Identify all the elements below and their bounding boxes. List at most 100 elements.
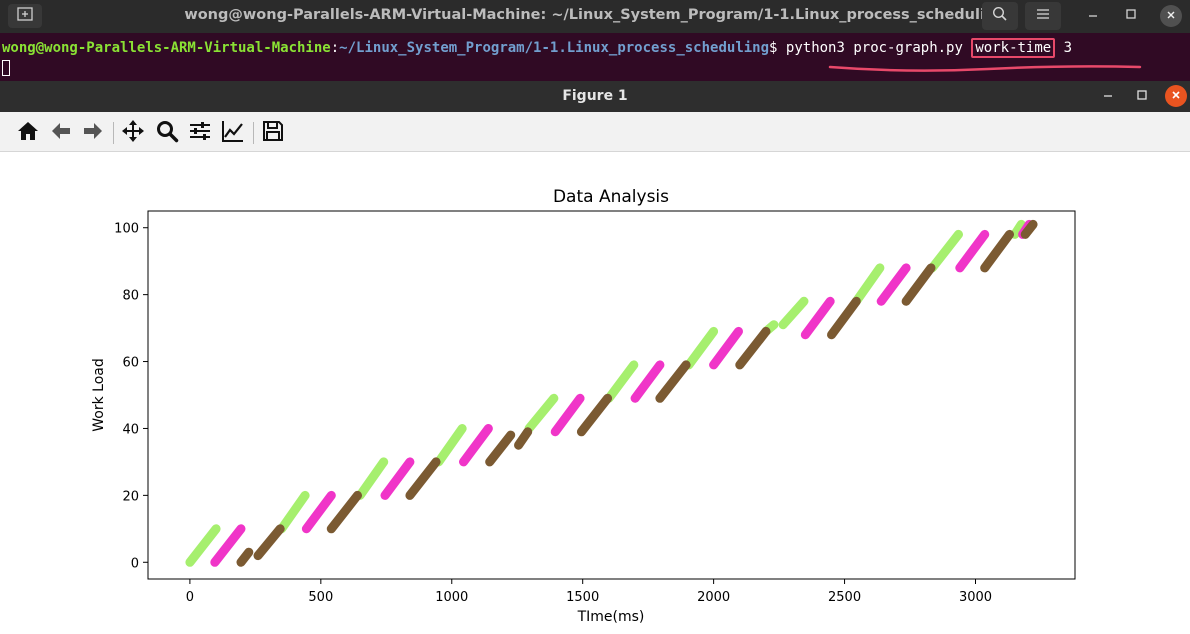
hamburger-icon	[1036, 8, 1050, 24]
figure-maximize-button[interactable]	[1131, 85, 1153, 107]
series-2-segment	[955, 229, 990, 273]
chart: Data Analysis 0 500 1000 1500 2000 2500 3000 0…	[91, 187, 1076, 625]
terminal-titlebar: wong@wong-Parallels-ARM-Virtual-Machine:…	[0, 0, 1190, 33]
configure-subplots-button[interactable]	[187, 120, 213, 146]
series-1-segment	[355, 457, 389, 500]
series-2-segment	[459, 424, 493, 467]
series-3-segment	[326, 490, 362, 534]
new-tab-button[interactable]	[8, 4, 42, 28]
series-2-segment	[876, 263, 911, 306]
figure-titlebar: Figure 1	[0, 81, 1190, 112]
prompt-user: wong@wong-Parallels-ARM-Virtual-Machine	[2, 40, 331, 56]
series-1-segment	[434, 424, 467, 467]
home-icon	[16, 119, 40, 147]
forward-button[interactable]	[80, 120, 106, 146]
configure-subplots-icon	[188, 119, 212, 147]
figure-minimize-button[interactable]	[1097, 85, 1119, 107]
y-tick-label: 40	[122, 422, 139, 437]
series-2-segment	[210, 524, 246, 567]
pan-icon	[121, 119, 145, 147]
series-3-segment	[1020, 219, 1038, 239]
edit-axis-icon	[221, 119, 245, 147]
series-2-segment	[630, 360, 665, 403]
close-icon	[1166, 9, 1176, 23]
x-axis-label: TIme(ms)	[577, 609, 645, 625]
highlighted-argument: work-time	[971, 38, 1056, 58]
command-line: wong@wong-Parallels-ARM-Virtual-Machine:…	[2, 38, 1073, 58]
series-3-segment	[253, 524, 285, 561]
back-button[interactable]	[48, 120, 74, 146]
series-2-segment	[800, 296, 835, 340]
series-1-segment	[851, 263, 885, 306]
terminal-body[interactable]: wong@wong-Parallels-ARM-Virtual-Machine:…	[0, 33, 1190, 81]
back-icon	[49, 119, 73, 147]
series-1-segment	[604, 360, 639, 403]
terminal-maximize-button[interactable]	[1113, 2, 1149, 30]
toolbar-separator	[253, 122, 254, 144]
minimize-icon	[1087, 8, 1099, 24]
series-3-segment	[236, 547, 254, 567]
edit-axis-button[interactable]	[220, 120, 246, 146]
figure-canvas[interactable]: Data Analysis 0 500 1000 1500 2000 2500 3000 0…	[0, 152, 1190, 630]
y-tick-label: 20	[122, 489, 139, 504]
forward-icon	[81, 119, 105, 147]
zoom-button[interactable]	[154, 120, 180, 146]
series-1-segment	[277, 490, 310, 534]
maximize-icon	[1125, 8, 1137, 24]
annotation-underline	[828, 65, 1142, 72]
command-text: python3 proc-graph.py	[785, 40, 963, 56]
plot-area	[185, 219, 1038, 567]
pan-button[interactable]	[120, 120, 146, 146]
x-tick-label: 2000	[697, 590, 730, 605]
series-3-segment	[485, 430, 516, 467]
save-button[interactable]	[260, 120, 286, 146]
x-tick-label: 1500	[566, 590, 599, 605]
y-tick-label: 80	[122, 289, 139, 304]
figure-toolbar	[0, 112, 1190, 152]
series-1-segment	[927, 229, 963, 273]
series-3-segment	[827, 296, 861, 340]
minimize-icon	[1102, 89, 1114, 104]
terminal-minimize-button[interactable]	[1075, 2, 1111, 30]
prompt-symbol: $	[769, 40, 786, 56]
series-3-segment	[735, 326, 771, 370]
series-3-segment	[655, 360, 691, 403]
terminal-window-title: wong@wong-Parallels-ARM-Virtual-Machine:…	[184, 7, 1006, 23]
save-icon	[261, 119, 285, 147]
x-tick-label: 500	[308, 590, 333, 605]
series-1-segment	[684, 326, 719, 370]
series-3-segment	[405, 457, 441, 500]
maximize-icon	[1136, 89, 1148, 104]
close-icon	[1171, 89, 1181, 103]
y-tick-label: 100	[114, 222, 139, 237]
axes-frame	[147, 210, 1076, 580]
prompt-path: ~/Linux_System_Program/1-1.Linux_process…	[339, 40, 770, 56]
series-1-segment	[524, 393, 559, 433]
x-tick-label: 2500	[828, 590, 861, 605]
x-tick-label: 0	[186, 590, 194, 605]
hamburger-menu-button[interactable]	[1025, 2, 1061, 30]
series-2-segment	[301, 490, 336, 534]
new-tab-icon	[17, 7, 33, 25]
y-axis: 0 20 40 60 80 100	[114, 222, 148, 571]
argument-count: 3	[1063, 40, 1073, 56]
series-3-segment	[576, 393, 613, 437]
prompt-separator: :	[330, 40, 340, 56]
series-3-segment	[901, 263, 936, 306]
figure-close-button[interactable]	[1165, 85, 1187, 107]
series-3-segment	[980, 229, 1014, 273]
figure-window-title: Figure 1	[562, 88, 628, 104]
series-2-segment	[380, 457, 415, 500]
terminal-close-button[interactable]	[1160, 5, 1182, 27]
y-tick-label: 0	[131, 556, 139, 571]
home-button[interactable]	[15, 120, 41, 146]
search-button[interactable]	[982, 2, 1018, 30]
zoom-icon	[155, 119, 179, 147]
y-axis-label: Work Load	[91, 358, 107, 432]
series-1-segment	[185, 524, 221, 567]
series-2-segment	[550, 393, 585, 437]
x-axis: 0 500 1000 1500 2000 2500 3000	[186, 579, 992, 605]
series-1-segment	[1010, 219, 1026, 239]
x-tick-label: 1000	[435, 590, 468, 605]
series-2-segment	[709, 326, 743, 370]
